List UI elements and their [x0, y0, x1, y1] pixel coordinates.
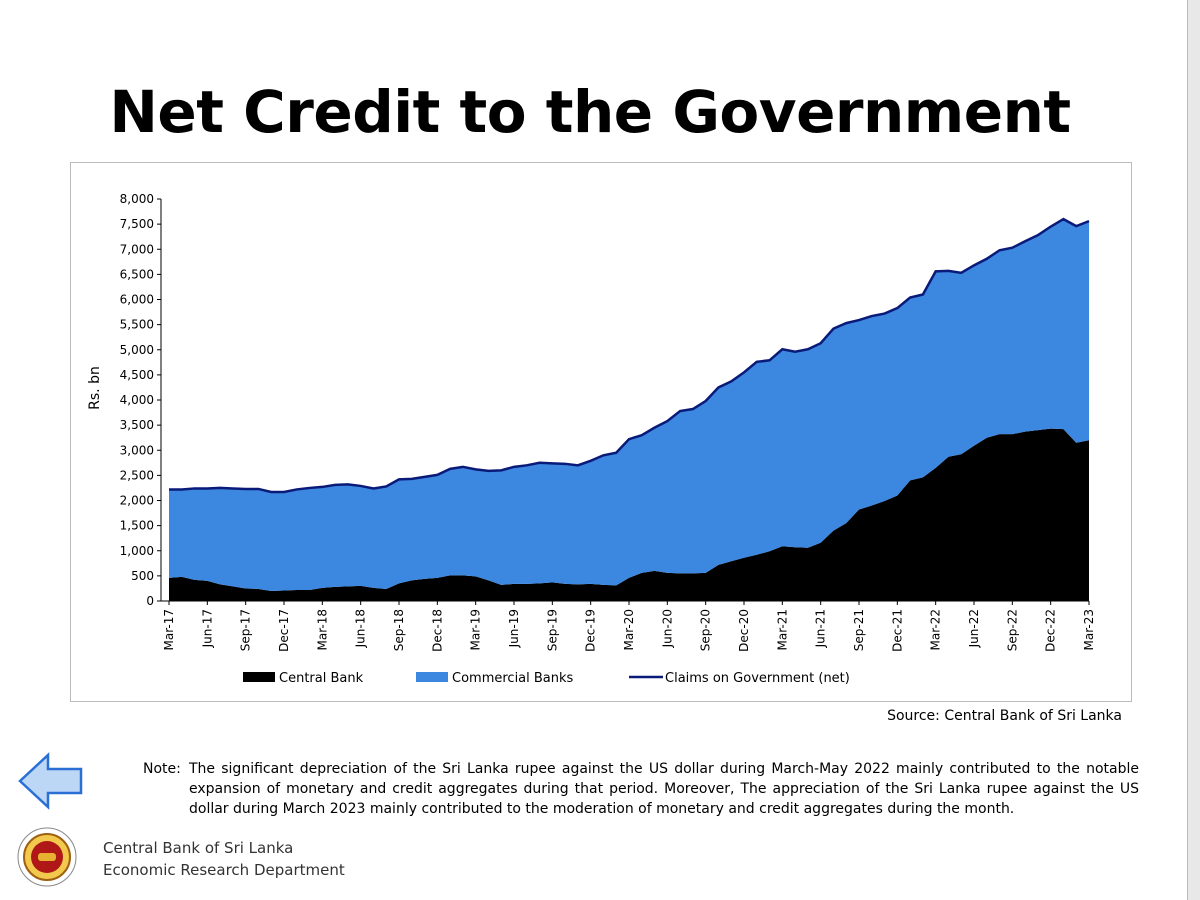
area: [169, 219, 1089, 591]
y-tick-label: 6,000: [120, 293, 154, 307]
y-tick-label: 7,500: [120, 217, 154, 231]
legend-item: Claims on Government (net): [629, 671, 850, 686]
x-tick-label: Sep-17: [239, 609, 253, 651]
x-tick-label: Mar-23: [1082, 609, 1096, 650]
footer: Central Bank of Sri Lanka Economic Resea…: [103, 837, 345, 881]
x-tick-label: Mar-22: [929, 609, 943, 650]
x-tick-label: Jun-21: [814, 609, 828, 648]
y-tick-label: 4,500: [120, 368, 154, 382]
x-tick-label: Mar-20: [622, 609, 636, 650]
logo-lion: [38, 853, 56, 861]
y-tick-label: 3,000: [120, 443, 154, 457]
chart: Rs. bn 0 500 1,000 1,500 2,000 2,500 3,000 3,50…: [87, 192, 1096, 686]
x-tick-label: Jun-20: [660, 609, 674, 648]
legend-swatch: [416, 672, 448, 682]
y-tick-label: 5,500: [120, 318, 154, 332]
x-tick-label: Mar-19: [469, 609, 483, 650]
slide-title: Net Credit to the Government: [109, 78, 1071, 146]
chart-frame: Rs. bn 0 500 1,000 1,500 2,000 2,500 3,000 3,50…: [70, 162, 1132, 702]
footer-line: Economic Research Department: [103, 861, 345, 879]
x-tick-label: Dec-20: [737, 609, 751, 652]
legend-label: Claims on Government (net): [665, 671, 850, 686]
legend-label: Commercial Banks: [452, 671, 574, 686]
x-tick-label: Sep-20: [699, 609, 713, 651]
x-tick-label: Mar-17: [162, 609, 176, 650]
logo: [17, 827, 77, 887]
y-tick-label: 1,000: [120, 544, 154, 558]
x-tick-label: Jun-22: [967, 609, 981, 648]
legend-label: Central Bank: [279, 671, 364, 686]
x-tick-label: Jun-18: [354, 609, 368, 648]
legend-item: Central Bank: [243, 671, 364, 686]
x-tick-label: Mar-18: [315, 609, 329, 650]
y-tick-label: 5,000: [120, 343, 154, 357]
line: [169, 217, 1090, 494]
y-tick-label: 8,000: [120, 192, 154, 206]
note-text: The significant depreciation of the Sri …: [189, 761, 1139, 817]
y-tick-label: 2,000: [120, 494, 154, 508]
y-tick-label: 6,500: [120, 267, 154, 281]
x-tick-label: Dec-22: [1044, 609, 1058, 652]
y-tick-label: 7,000: [120, 242, 154, 256]
x-tick-label: Dec-17: [277, 609, 291, 652]
y-axis-label: Rs. bn: [87, 366, 103, 410]
x-tick-label: Sep-22: [1005, 609, 1019, 651]
y-tick-label: 1,500: [120, 519, 154, 533]
x-tick-label: Sep-18: [392, 609, 406, 651]
arrow-shape[interactable]: [18, 752, 83, 810]
x-tick-label: Sep-19: [545, 609, 559, 651]
window-edge: [1187, 0, 1200, 900]
x-tick-label: Dec-21: [890, 609, 904, 652]
x-tick-label: Mar-21: [775, 609, 789, 650]
area: [169, 428, 1089, 601]
note: Note: The significant depreciation of th…: [143, 759, 1139, 819]
legend-item: Commercial Banks: [416, 671, 574, 686]
x-tick-label: Dec-18: [430, 609, 444, 652]
back-arrow[interactable]: [18, 752, 86, 810]
y-tick-label: 500: [131, 569, 154, 583]
note-label: Note:: [143, 761, 181, 777]
source: Source: Central Bank of Sri Lanka: [887, 708, 1122, 724]
y-tick-label: 3,500: [120, 418, 154, 432]
legend-swatch: [243, 672, 275, 682]
x-tick-label: Jun-17: [200, 609, 214, 648]
footer-line: Central Bank of Sri Lanka: [103, 839, 294, 857]
x-tick-label: Jun-19: [507, 609, 521, 648]
y-tick-label: 2,500: [120, 468, 154, 482]
y-tick-label: 0: [146, 594, 154, 608]
x-tick-label: Dec-19: [584, 609, 598, 652]
x-tick-label: Sep-21: [852, 609, 866, 651]
y-tick-label: 4,000: [120, 393, 154, 407]
